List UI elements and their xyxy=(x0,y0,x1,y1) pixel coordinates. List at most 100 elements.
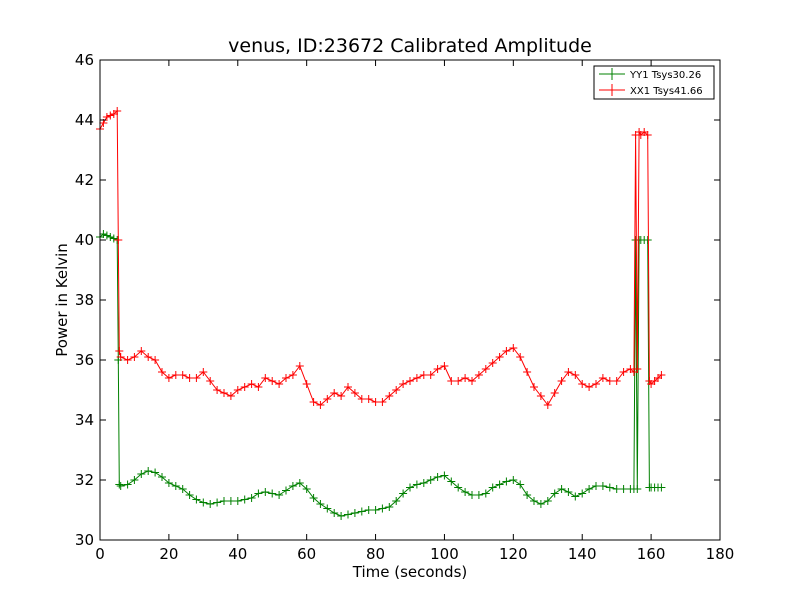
x-tick-label: 20 xyxy=(159,545,178,563)
plot-background xyxy=(100,60,720,540)
data-point-xx1 xyxy=(412,374,421,382)
data-point-xx1 xyxy=(337,392,346,400)
data-point-yy1 xyxy=(116,482,125,490)
data-point-yy1 xyxy=(288,482,297,490)
data-point-yy1 xyxy=(226,497,235,505)
data-point-xx1 xyxy=(516,353,525,361)
data-point-yy1 xyxy=(295,479,304,487)
x-tick-label: 40 xyxy=(228,545,247,563)
x-axis-label: Time (seconds) xyxy=(352,563,468,581)
data-point-xx1 xyxy=(474,371,483,379)
legend-label-xx1: XX1 Tsys41.66 xyxy=(630,86,703,97)
data-point-xx1 xyxy=(564,368,573,376)
data-point-xx1 xyxy=(240,383,249,391)
data-point-yy1 xyxy=(330,509,339,517)
data-point-yy1 xyxy=(371,506,380,514)
data-point-yy1 xyxy=(406,483,414,492)
chart-title: venus, ID:23672 Calibrated Amplitude xyxy=(228,35,592,57)
data-point-xx1 xyxy=(585,383,594,391)
data-point-xx1 xyxy=(113,107,122,115)
data-point-xx1 xyxy=(123,356,132,364)
y-tick-label: 30 xyxy=(75,531,94,549)
data-point-yy1 xyxy=(433,473,442,481)
data-point-yy1 xyxy=(323,504,332,513)
data-point-yy1 xyxy=(233,497,242,505)
data-point-xx1 xyxy=(530,383,538,391)
data-point-xx1 xyxy=(137,347,146,355)
data-point-xx1 xyxy=(357,395,366,403)
data-point-xx1 xyxy=(247,380,256,388)
y-tick-label: 40 xyxy=(75,231,94,249)
data-point-xx1 xyxy=(185,374,194,382)
data-point-xx1 xyxy=(633,365,642,373)
data-point-yy1 xyxy=(357,507,366,516)
data-point-xx1 xyxy=(316,401,325,409)
data-point-xx1 xyxy=(440,362,449,370)
data-point-xx1 xyxy=(344,383,352,391)
y-tick-label: 42 xyxy=(75,171,94,189)
data-point-yy1 xyxy=(130,476,139,484)
data-point-xx1 xyxy=(151,356,160,364)
data-point-xx1 xyxy=(130,353,139,361)
data-point-yy1 xyxy=(164,479,173,487)
data-point-yy1 xyxy=(240,495,249,504)
data-point-xx1 xyxy=(282,374,290,382)
data-point-xx1 xyxy=(605,377,614,385)
data-point-yy1 xyxy=(426,476,435,484)
data-point-yy1 xyxy=(481,489,490,498)
data-point-yy1 xyxy=(557,485,566,493)
data-point-xx1 xyxy=(226,392,235,400)
data-point-xx1 xyxy=(295,362,304,370)
data-point-xx1 xyxy=(481,365,490,373)
legend-box xyxy=(593,65,715,100)
data-point-xx1 xyxy=(495,353,504,361)
x-tick-label: 180 xyxy=(706,545,735,563)
data-point-xx1 xyxy=(288,371,297,379)
data-point-xx1 xyxy=(171,371,180,379)
data-point-xx1 xyxy=(454,377,463,385)
data-point-xx1 xyxy=(447,377,456,385)
y-tick-label: 36 xyxy=(75,351,94,369)
data-point-xx1 xyxy=(330,389,339,397)
data-point-xx1 xyxy=(371,398,380,406)
data-point-xx1 xyxy=(254,383,263,391)
data-point-yy1 xyxy=(488,483,497,492)
y-axis-label: Power in Kelvin xyxy=(53,243,71,357)
data-point-xx1 xyxy=(164,374,173,382)
data-point-yy1 xyxy=(619,485,628,493)
data-point-xx1 xyxy=(543,401,552,409)
series-layer xyxy=(96,107,666,520)
data-point-yy1 xyxy=(199,498,208,507)
data-point-xx1 xyxy=(364,395,373,403)
data-point-xx1 xyxy=(598,374,607,382)
data-point-yy1 xyxy=(461,488,470,496)
data-point-yy1 xyxy=(612,485,621,493)
data-point-xx1 xyxy=(102,113,111,121)
data-point-yy1 xyxy=(516,480,525,489)
data-point-xx1 xyxy=(114,236,123,244)
data-point-yy1 xyxy=(378,504,387,513)
y-tick-label: 44 xyxy=(75,111,94,129)
data-point-xx1 xyxy=(619,368,628,376)
data-point-xx1 xyxy=(116,353,125,361)
data-point-xx1 xyxy=(213,386,222,394)
data-point-xx1 xyxy=(578,380,587,388)
data-point-yy1 xyxy=(178,485,187,493)
data-point-yy1 xyxy=(578,489,587,498)
data-point-yy1 xyxy=(447,477,456,486)
data-point-xx1 xyxy=(643,131,652,139)
data-point-yy1 xyxy=(392,497,401,505)
data-point-yy1 xyxy=(99,230,108,238)
data-point-yy1 xyxy=(454,483,463,492)
data-point-yy1 xyxy=(302,485,311,493)
data-point-yy1 xyxy=(474,491,483,499)
data-point-yy1 xyxy=(530,497,538,505)
data-point-yy1 xyxy=(495,480,504,489)
data-point-yy1 xyxy=(592,482,600,490)
data-point-xx1 xyxy=(302,380,311,388)
data-point-yy1 xyxy=(350,509,359,517)
data-point-xx1 xyxy=(426,371,435,379)
data-point-yy1 xyxy=(364,506,373,514)
data-point-yy1 xyxy=(282,486,290,495)
data-point-xx1 xyxy=(502,347,511,355)
